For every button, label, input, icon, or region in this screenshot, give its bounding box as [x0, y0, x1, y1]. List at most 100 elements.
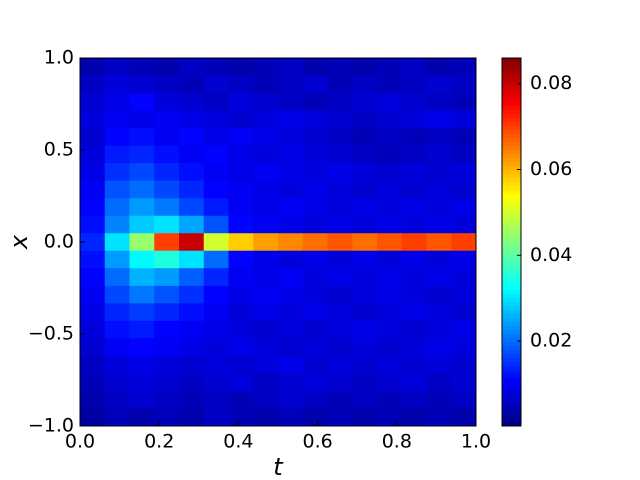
heatmap-cell — [278, 338, 304, 357]
colorbar-swatch — [502, 354, 521, 359]
heatmap-cell — [154, 250, 180, 269]
heatmap-cell — [203, 250, 229, 269]
heatmap-cell — [451, 338, 477, 357]
heatmap-cell — [278, 373, 304, 392]
heatmap-cell — [302, 93, 328, 112]
colorbar-swatch — [502, 238, 521, 243]
heatmap-cell — [352, 215, 378, 234]
heatmap-cell — [327, 128, 353, 147]
heatmap-cell — [278, 110, 304, 129]
heatmap-cell — [352, 338, 378, 357]
heatmap-cell — [104, 180, 130, 199]
heatmap-cell — [426, 355, 452, 374]
heatmap-cell — [228, 408, 254, 427]
colorbar-swatch — [502, 318, 521, 323]
heatmap-cell — [179, 390, 205, 409]
heatmap-cell — [253, 268, 279, 287]
y-tick-label: 1.0 — [44, 47, 74, 69]
heatmap-cell — [278, 355, 304, 374]
heatmap-cell — [451, 390, 477, 409]
heatmap-cell — [426, 250, 452, 269]
colorbar-swatch — [502, 114, 521, 119]
heatmap-cell — [104, 198, 130, 217]
heatmap-cell — [179, 163, 205, 182]
colorbar-swatch — [502, 122, 521, 127]
colorbar-swatch — [502, 410, 521, 415]
heatmap-cell — [228, 250, 254, 269]
heatmap-cell — [104, 163, 130, 182]
colorbar-swatch — [502, 258, 521, 263]
heatmap-cell — [401, 320, 427, 339]
colorbar-swatch — [502, 382, 521, 387]
heatmap-cell — [129, 408, 155, 427]
heatmap-cell — [377, 408, 403, 427]
heatmap-cell — [154, 320, 180, 339]
heatmap-cell — [80, 408, 106, 427]
heatmap-cell — [253, 128, 279, 147]
colorbar-swatch — [502, 78, 521, 83]
heatmap-cell — [253, 233, 279, 252]
heatmap-cell — [253, 110, 279, 129]
colorbar-swatch — [502, 146, 521, 151]
heatmap-cell — [426, 268, 452, 287]
heatmap-cell — [302, 338, 328, 357]
heatmap-cell — [179, 75, 205, 94]
heatmap-cell — [253, 198, 279, 217]
heatmap-cell — [278, 75, 304, 94]
heatmap-cell — [228, 128, 254, 147]
heatmap-cell — [302, 408, 328, 427]
heatmap-cell — [104, 128, 130, 147]
colorbar-swatch — [502, 322, 521, 327]
colorbar-swatch — [502, 98, 521, 103]
colorbar-swatch — [502, 362, 521, 367]
heatmap-cell — [327, 268, 353, 287]
heatmap-cell — [203, 93, 229, 112]
heatmap-cell — [327, 408, 353, 427]
colorbar-swatch — [502, 138, 521, 143]
colorbar-swatch — [502, 330, 521, 335]
colorbar-swatch — [502, 66, 521, 71]
heatmap-cell — [426, 285, 452, 304]
heatmap-cell — [352, 163, 378, 182]
heatmap-cell — [129, 303, 155, 322]
colorbar-swatch — [502, 118, 521, 123]
heatmap-cell — [401, 355, 427, 374]
heatmap-cell — [426, 373, 452, 392]
heatmap-cell — [80, 320, 106, 339]
colorbar-swatch — [502, 254, 521, 259]
heatmap-cell — [228, 338, 254, 357]
colorbar-swatch — [502, 70, 521, 75]
heatmap-cell — [253, 145, 279, 164]
colorbar-swatch — [502, 370, 521, 375]
heatmap-cell — [426, 198, 452, 217]
colorbar-swatch — [502, 294, 521, 299]
heatmap-cell — [80, 198, 106, 217]
heatmap-cell — [401, 303, 427, 322]
colorbar-swatch — [502, 142, 521, 147]
heatmap-cell — [104, 390, 130, 409]
colorbar-tick-label: 0.02 — [530, 330, 572, 352]
heatmap-cell — [327, 355, 353, 374]
heatmap-cell — [352, 268, 378, 287]
heatmap-cell — [154, 355, 180, 374]
heatmap-cell — [80, 355, 106, 374]
heatmap-cell — [327, 198, 353, 217]
heatmap-cell — [451, 408, 477, 427]
heatmap-cell — [401, 198, 427, 217]
heatmap-cell — [426, 110, 452, 129]
heatmap-cell — [426, 233, 452, 252]
heatmap-cell — [327, 338, 353, 357]
heatmap-cell — [377, 180, 403, 199]
heatmap-cell — [154, 128, 180, 147]
heatmap-cell — [203, 303, 229, 322]
x-tick-label: 0.8 — [382, 431, 412, 453]
heatmap-cell — [129, 110, 155, 129]
heatmap-cell — [377, 373, 403, 392]
heatmap-cell — [278, 198, 304, 217]
heatmap-cell — [203, 268, 229, 287]
heatmap-cell — [129, 128, 155, 147]
heatmap-cell — [401, 268, 427, 287]
heatmap-cell — [377, 233, 403, 252]
heatmap-cell — [154, 58, 180, 77]
